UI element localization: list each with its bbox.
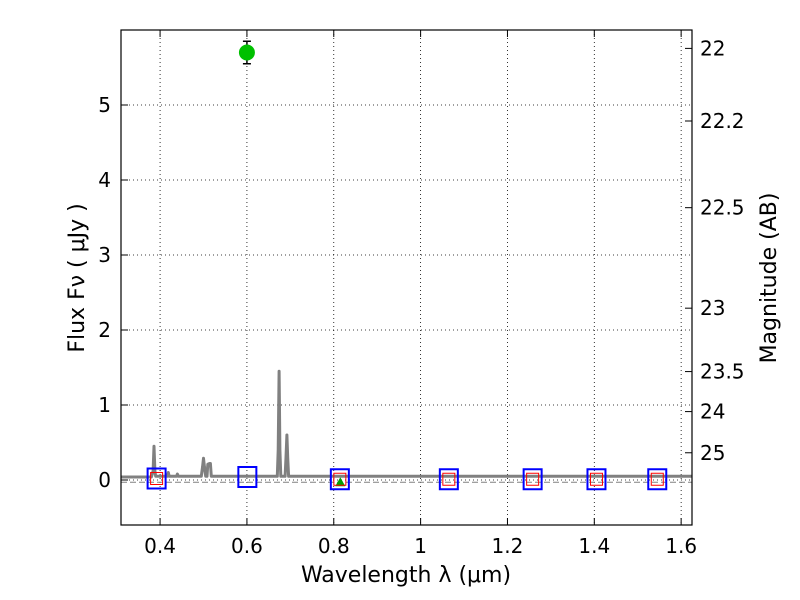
filter-box-red (442, 472, 456, 486)
y2-axis-label: Magnitude (AB) (757, 193, 782, 364)
spectrum-line (121, 369, 692, 479)
y2-tick-label: 23.5 (700, 360, 745, 384)
x-tick-label: 1.2 (492, 534, 524, 558)
y2-tick-label: 24 (700, 400, 725, 424)
y2-tick-label: 22.5 (700, 196, 745, 220)
x-tick-label: 1.6 (665, 534, 697, 558)
flux-point (238, 44, 255, 61)
y-tick-label: 4 (98, 168, 111, 192)
filter-box-red (650, 472, 664, 486)
y2-tick-label: 25 (700, 441, 725, 465)
filter-box-red (526, 472, 540, 486)
y-axis-ticks: 0 1 2 3 4 5 (98, 93, 128, 492)
plot-frame (120, 29, 693, 526)
y2-tick-label: 22.2 (700, 109, 745, 133)
y-tick-label: 2 (98, 318, 111, 342)
filter-box-blue (237, 466, 258, 488)
filter-box-blue (329, 468, 350, 491)
y2-axis-ticks: 22 22.2 22.5 23 23.5 24 25 (685, 36, 745, 465)
filter-box-blue (647, 468, 668, 491)
data-markers (146, 40, 668, 491)
x-tick-label: 1.4 (578, 534, 610, 558)
y-tick-label: 3 (98, 243, 111, 267)
y2-tick-label: 22 (700, 36, 725, 60)
filter-box-blue (146, 467, 167, 490)
filter-box-blue (438, 468, 459, 491)
grid (121, 30, 692, 525)
x-tick-label: 0.6 (231, 534, 263, 558)
y-axis-label: Flux Fν ( μJy ) (65, 203, 90, 352)
y2-tick-label: 23 (700, 296, 725, 320)
model-spectrum (121, 369, 692, 479)
y-tick-label: 1 (98, 393, 111, 417)
y-tick-label: 5 (98, 93, 111, 117)
filter-box-red (589, 472, 603, 486)
x-tick-label: 0.4 (144, 534, 176, 558)
filter-box-red (150, 472, 164, 485)
x-axis-label: Wavelength λ (μm) (301, 563, 511, 588)
filter-box-blue (522, 468, 543, 491)
x-axis-ticks: 0.4 0.6 0.8 1 1.2 1.4 1.6 (144, 30, 697, 558)
y-tick-label: 0 (98, 468, 111, 492)
filter-box-red (333, 472, 347, 486)
filter-box-blue (586, 468, 607, 491)
limit-triangle (335, 477, 346, 487)
x-tick-label: 1 (414, 534, 427, 558)
x-tick-label: 0.8 (318, 534, 350, 558)
